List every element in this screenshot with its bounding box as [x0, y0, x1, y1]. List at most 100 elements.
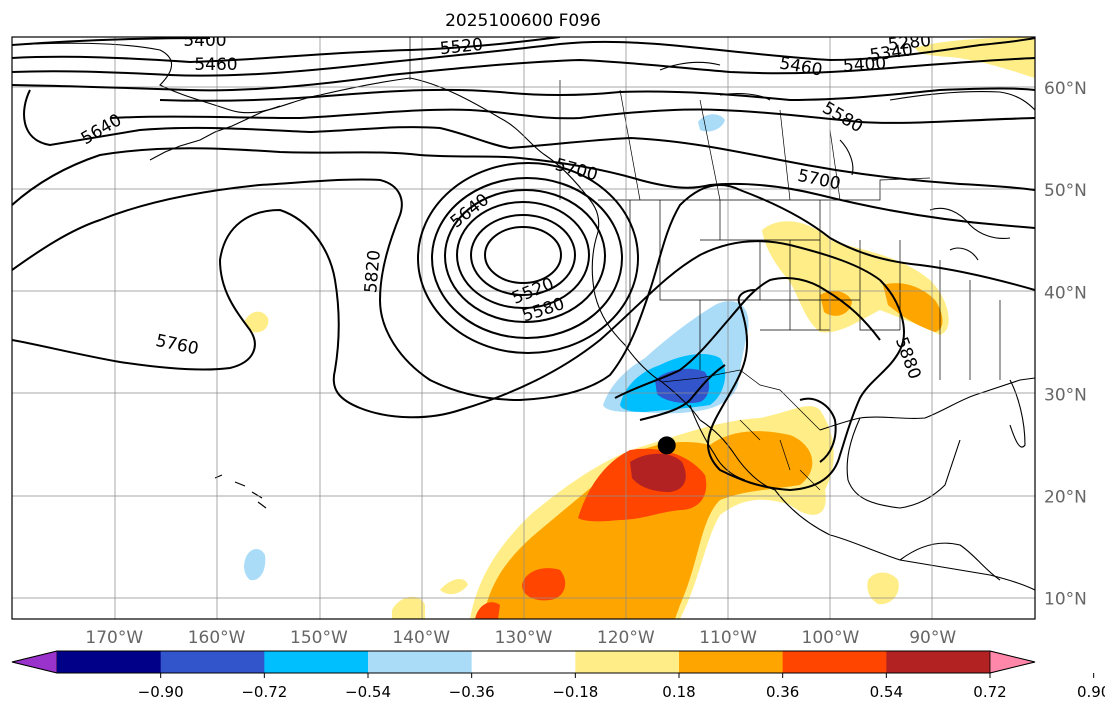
contour-line: [159, 87, 1035, 102]
contour-line: [639, 364, 726, 421]
contour-line: [614, 277, 881, 399]
latitude-tick-label: 10°N: [1044, 590, 1087, 610]
positive-anomaly-plains-orange-2: [820, 290, 852, 316]
hudson-bay-coast: [889, 91, 1035, 111]
contour-line: [12, 37, 211, 46]
coastlines: [12, 42, 1035, 591]
contour-low-ring: [456, 201, 590, 309]
contour-label: 5400: [183, 31, 226, 51]
us-mexico-border: [661, 369, 821, 431]
longitude-tick-label: 140°W: [392, 628, 450, 648]
graticule: [12, 37, 1035, 619]
gulf-of-mexico-shore: [846, 417, 961, 509]
colorbar-tick-label: −0.36: [449, 683, 495, 701]
contour-low-ring: [444, 189, 606, 323]
colorbar-tick-label: 0.18: [662, 683, 695, 701]
colorbar-tick-label: −0.90: [138, 683, 184, 701]
contour-low-ring: [470, 214, 576, 296]
colorbar-extend-max: [989, 650, 1036, 674]
map-area: 5400 5460 5520 5340 5280 5460 5400 5580 …: [12, 31, 1035, 619]
colorbar-segment: [782, 651, 887, 673]
contour-label: 5820: [361, 249, 385, 294]
longitude-tick-label: 130°W: [495, 628, 553, 648]
colorbar-tick-label: 0.72: [973, 683, 1006, 701]
anomaly-shading: [244, 37, 1035, 619]
baja-coastline: [689, 404, 746, 481]
longitude-tick-label: 100°W: [802, 628, 860, 648]
contour-line: [12, 37, 561, 64]
contour-line: [739, 189, 1035, 291]
longitude-tick-label: 90°W: [909, 628, 956, 648]
colorbar-segment: [679, 651, 784, 673]
us-state-borders: [629, 200, 1001, 380]
us-west-coastline: [591, 231, 701, 421]
negative-anomaly-canada-lightblue: [698, 114, 725, 132]
longitude-tick-labels: 170°W 160°W 150°W 140°W 130°W 120°W 110°W 100°W…: [85, 628, 956, 648]
canada-province-borders: [559, 80, 841, 201]
colorbar-tick-label: −0.54: [345, 683, 391, 701]
negative-anomaly-pacific-lightblue: [244, 548, 266, 581]
contour-label: 5460: [194, 55, 237, 75]
colorbar-segment: [57, 651, 162, 673]
great-lakes: [929, 207, 1011, 261]
contour-label: 5280: [887, 31, 932, 55]
positive-anomaly-hawaii-yellow: [244, 311, 269, 333]
positive-anomaly-pacific-yellow: [440, 578, 468, 595]
colorbar-tick-label: 0.90: [1077, 683, 1105, 701]
mexico-state-borders: [739, 419, 821, 491]
colorbar: −0.90 −0.72 −0.54 −0.36 −0.18 0.18 0.36 0.54 0.7…: [11, 650, 1105, 701]
longitude-tick-label: 120°W: [597, 628, 655, 648]
longitude-tick-label: 160°W: [188, 628, 246, 648]
hawaii-islands: [214, 474, 267, 509]
longitude-tick-label: 110°W: [699, 628, 757, 648]
contour-line: [23, 89, 1035, 191]
positive-anomaly-northeast-yellow: [915, 37, 1035, 78]
contour-low-ring: [417, 162, 639, 354]
contour-low-ring: [431, 177, 623, 339]
latitude-tick-label: 30°N: [1044, 385, 1087, 405]
contour-line: [109, 108, 1035, 124]
colorbar-segment: [575, 651, 680, 673]
colorbar-segment: [471, 651, 576, 673]
florida-coast: [1009, 379, 1026, 448]
positive-anomaly-orange-region: [483, 431, 813, 619]
colorbar-outline: [11, 650, 1036, 674]
latitude-tick-label: 40°N: [1044, 283, 1087, 303]
colorbar-tick-label: −0.72: [241, 683, 287, 701]
contour-line: [12, 37, 1035, 77]
positive-anomaly-red-small: [522, 568, 566, 601]
positive-anomaly-caribbean-yellow: [867, 572, 899, 605]
colorbar-segment: [886, 651, 991, 673]
map-title: 2025100600 F096: [445, 11, 601, 31]
latitude-tick-label: 50°N: [1044, 181, 1087, 201]
contour-line: [799, 397, 837, 463]
colorbar-tick-label: 0.54: [870, 683, 903, 701]
map-frame: [11, 36, 1036, 620]
positive-anomaly-plains-orange: [883, 283, 943, 332]
contour-line: [12, 147, 1035, 229]
point-marker: [657, 436, 676, 455]
latitude-tick-label: 20°N: [1044, 487, 1087, 507]
height-contours: [12, 37, 1035, 492]
latitude-tick-labels: 10°N 20°N 30°N 40°N 50°N 60°N: [1044, 79, 1087, 610]
contour-line: [12, 208, 881, 419]
contour-line: [12, 57, 1035, 92]
latitude-tick-label: 60°N: [1044, 79, 1087, 99]
colorbar-segment: [368, 651, 473, 673]
colorbar-tick-label: 0.36: [766, 683, 799, 701]
colorbar-segment: [160, 651, 265, 673]
contour-label: 5520: [439, 35, 484, 59]
contour-low-ring: [484, 226, 562, 284]
longitude-tick-label: 150°W: [290, 628, 348, 648]
colorbar-segment: [264, 651, 369, 673]
positive-anomaly-red-west: [475, 602, 500, 619]
contour-line: [12, 178, 741, 402]
colorbar-tick-label: −0.18: [552, 683, 598, 701]
positive-anomaly-darkred-region: [630, 453, 686, 492]
aleutian-islands: [149, 105, 281, 161]
contour-label: 5400: [842, 54, 887, 77]
colorbar-extend-min: [11, 650, 58, 674]
longitude-tick-label: 170°W: [85, 628, 143, 648]
contour-line: [707, 279, 905, 492]
